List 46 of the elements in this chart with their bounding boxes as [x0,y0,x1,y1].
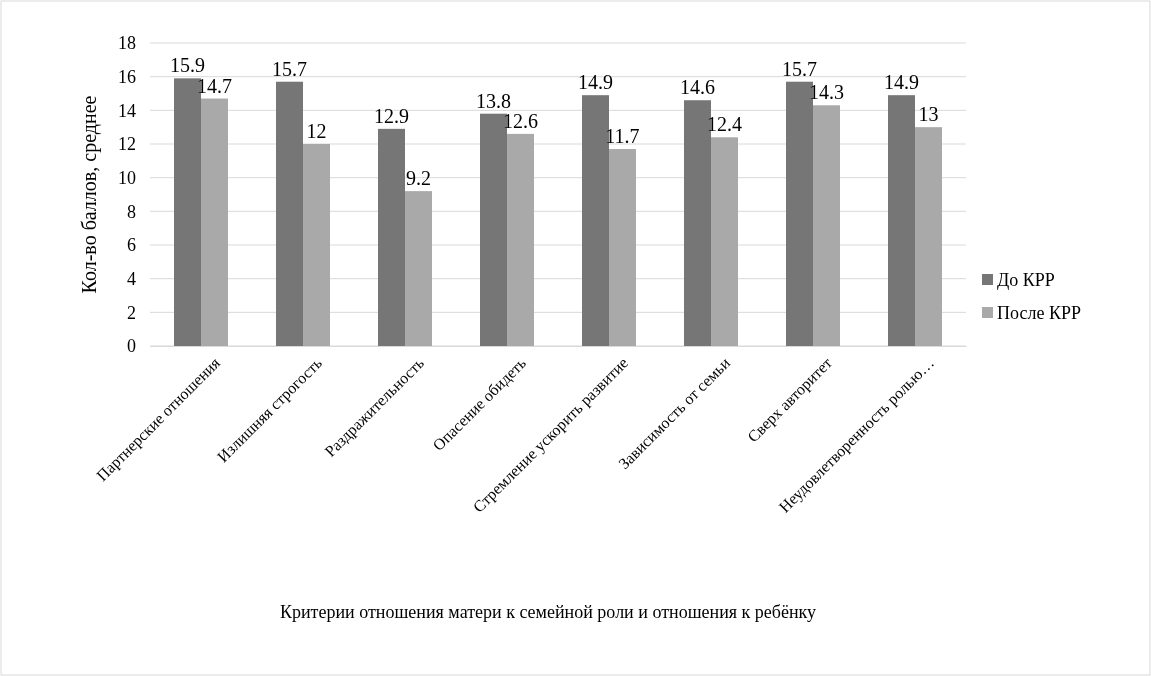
bar [915,127,942,346]
data-label: 13 [918,103,939,126]
data-label: 14.3 [809,81,844,104]
data-label: 15.7 [782,57,817,80]
data-label: 14.9 [578,71,613,94]
data-label: 15.9 [170,54,205,77]
data-label: 14.6 [680,76,715,99]
bar [888,95,915,346]
data-label: 12 [306,120,327,142]
y-tick-label: 4 [127,268,136,289]
y-tick-label: 14 [118,100,136,121]
legend-label: После КРР [997,303,1081,324]
y-tick-label: 6 [127,235,136,256]
data-label: 13.8 [476,89,511,112]
y-tick-label: 18 [118,33,136,54]
bar [405,191,432,346]
data-label: 12.6 [503,109,538,132]
bar [480,113,507,346]
bar [174,78,201,346]
bar [684,100,711,346]
bar [582,95,609,346]
y-tick-label: 10 [118,167,136,188]
legend-label: До КРР [997,270,1055,291]
bar [711,137,738,346]
data-label: 14.9 [884,71,919,94]
y-tick-label: 2 [127,302,136,323]
data-label: 14.7 [197,74,232,97]
bar [786,81,813,346]
data-label: 12.4 [707,113,742,136]
bar [276,81,303,346]
bar [303,144,330,346]
y-tick-label: 16 [118,66,136,87]
y-axis-title: Кол-во баллов, среднее [78,95,101,294]
bar [813,105,840,346]
bar [507,133,534,346]
bar [378,128,405,346]
data-label: 15.7 [272,57,307,80]
data-label: 12.9 [374,104,409,127]
y-tick-label: 8 [127,201,136,222]
y-tick-label: 0 [127,336,136,357]
bar [201,98,228,346]
data-label: 9.2 [406,167,431,190]
y-tick-label: 12 [118,134,136,155]
x-axis-title: Критерии отношения матери к семейной роли и отношения к ребёнку [279,602,817,622]
data-label: 11.7 [605,125,640,148]
bar [609,149,636,346]
